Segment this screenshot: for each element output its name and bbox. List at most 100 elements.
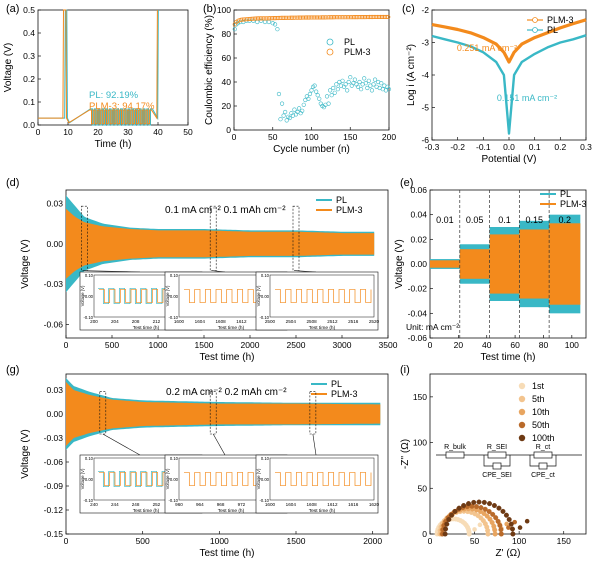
x-tick-label: 50 [470,536,480,546]
unit-label-e: Unit: mA cm⁻² [406,322,459,332]
data-point-pl [309,88,314,93]
data-point-pl [297,106,302,111]
rate-block-plm-3 [459,249,490,279]
data-point-plm [299,15,304,20]
legend-label: PL [344,37,355,47]
x-tick-label: 0.1 [529,142,541,152]
inset-x-tick-label: 252 [153,502,161,507]
y-tick-label: 20 [222,101,232,111]
inset-plm-trace [275,472,372,486]
data-point-pl [272,22,278,27]
data-point-pl [363,81,368,86]
panel-label-i: (i) [400,364,410,376]
inset-x-tick-label: 972 [238,502,246,507]
legend-label: PLM-3 [560,199,587,209]
legend-label: 10th [532,407,550,417]
data-point-plm [361,14,366,20]
inset-x-tick-label: 204 [111,319,119,324]
data-point-plm [350,15,355,20]
data-point-plm [352,15,357,20]
data-point-plm [294,15,299,20]
eis-point-50th [490,511,496,517]
y-tick-label: -0.04 [408,308,428,318]
data-point-plm [288,15,293,20]
data-point-pl [275,27,280,32]
data-point-pl [346,79,351,85]
y-tick-label: -0.06 [44,320,64,330]
data-point-plm [365,14,371,20]
panel-label-c: (c) [402,3,415,15]
inset-g-3: 1600 1604 1608 1612 1616 1620 Test time (h) 0.1… [255,454,380,514]
x-tick-label: 1000 [149,340,168,350]
inset-x-tick-label: 208 [132,319,140,324]
legend-label: PL [560,189,571,199]
eis-point-100th [491,503,497,509]
y-tick-label: -6 [421,135,429,145]
data-point-plm [263,16,268,21]
x-tick-label: -0.1 [476,142,491,152]
data-point-plm [297,15,302,20]
data-point-plm [285,15,290,20]
legend-label: PLM-3 [336,205,363,215]
eis-point-50th [493,515,499,521]
data-point-pl [372,77,378,82]
panel-label-a: (a) [6,3,19,15]
y-tick-label: -0.03 [44,279,64,289]
data-point-plm [271,16,276,21]
y-tick-label: -0.09 [44,481,64,491]
inset-y-tick-label: -0.10 [168,498,178,503]
data-point-plm [246,16,251,22]
eis-point-1st [477,522,483,528]
data-point-plm [319,15,324,20]
data-point-pl [262,19,268,25]
y-tick-label: 100 [217,5,231,15]
annotation-plm-efficiency: PLM-3: 94.17% [89,101,155,112]
panel-label-d: (d) [6,177,19,189]
y-tick-label: 40 [222,77,232,87]
inset-d-3: 2500 2504 2508 2512 2516 2520 Test time (h) 0.1… [255,271,380,331]
inset-y-tick-label: 0.10 [261,273,270,278]
data-point-plm [314,15,320,20]
data-point-plm [367,14,372,20]
data-point-plm [259,16,264,21]
y-tick-label: 0.4 [23,28,35,38]
eis-point-100th [452,508,458,514]
annotation-plm-icorr: 0.251 mA cm⁻² [457,43,517,53]
inset-x-tick-label: 1612 [327,502,338,507]
data-point-plm [302,15,307,20]
y-tick-label: 0.02 [410,234,427,244]
x-tick-label: 0 [64,536,69,546]
x-tick-label: 30 [123,127,133,137]
data-point-pl [355,84,361,89]
data-point-plm [370,14,375,20]
y-tick-label: -0.06 [44,457,64,467]
x-tick-label: 500 [105,340,119,350]
data-point-pl [281,113,286,118]
data-point-pl [292,107,297,112]
data-point-plm [279,15,284,21]
data-point-plm [342,15,347,20]
inset-y-tick-label: -0.10 [168,315,178,320]
x-tick-label: 20 [454,340,464,350]
eis-point-100th [486,501,492,507]
inset-x-axis-label: Test time (h) [218,508,245,514]
x-axis-label: Z' (Ω) [496,548,521,559]
x-tick-label: 100 [565,340,579,350]
inset-y-axis-label: Voltage (V) [165,285,170,306]
data-point-pl [301,102,306,107]
x-tick-label: 1000 [210,536,229,546]
data-point-plm [274,15,279,21]
inset-x-axis-label: Test time (h) [218,325,245,331]
plot-frame [429,373,587,535]
y-tick-label: 60 [222,53,232,63]
inset-x-tick-label: 200 [90,319,98,324]
y-axis-label: Log i (A cm⁻²) [406,44,417,106]
eis-point-100th [476,499,482,505]
inset-y-axis-label: Voltage (V) [80,285,85,306]
data-point-pl [287,115,292,121]
legend-marker [518,434,526,442]
inset-y-tick-label: -0.10 [83,315,93,320]
data-point-pl [278,117,283,122]
inset-y-axis-label: Voltage (V) [80,468,85,489]
data-point-plm [372,14,377,20]
